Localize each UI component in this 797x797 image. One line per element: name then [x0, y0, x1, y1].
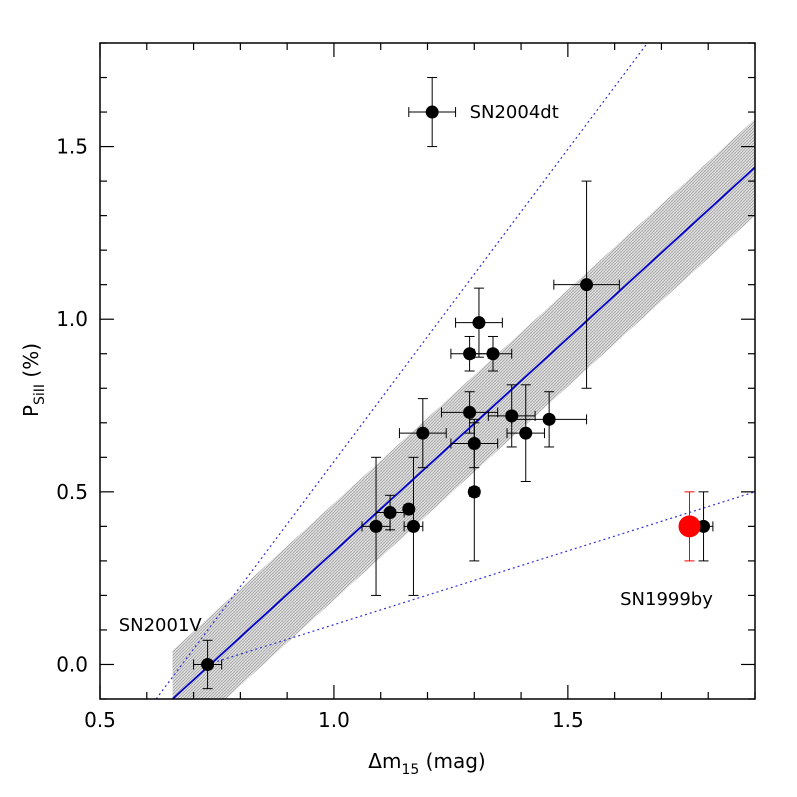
data-point: [473, 335, 513, 372]
point-marker: [486, 347, 500, 361]
point-marker: [402, 502, 416, 516]
upper-dotted-line: [155, 43, 648, 699]
data-point: [553, 180, 620, 389]
point-annotations: SN2004dt SN1999by SN2001V: [119, 102, 714, 636]
point-marker: [472, 316, 486, 330]
x-tick-label: 1.5: [552, 708, 584, 732]
point-marker: [697, 519, 711, 533]
point-marker: [542, 412, 556, 426]
point-marker: [416, 426, 430, 440]
fit-confidence-band: [172, 118, 755, 699]
data-point: [506, 384, 545, 482]
lower-dotted-line: [207, 491, 755, 666]
point-marker: [463, 347, 477, 361]
data-point: [408, 77, 457, 148]
point-marker: [425, 105, 439, 119]
fit-line: [171, 166, 755, 699]
point-marker: [519, 426, 533, 440]
point-marker: [467, 485, 481, 499]
data-point: [398, 398, 447, 469]
point-marker: [463, 405, 477, 419]
y-tick-label: 0.0: [56, 652, 88, 676]
data-points: [193, 77, 714, 690]
data-point: [193, 639, 223, 690]
point-annotation: SN1999by: [620, 589, 713, 610]
highlight-point-marker: [678, 515, 701, 538]
plot-area: [155, 43, 755, 699]
y-tick-label: 0.5: [56, 480, 88, 504]
point-marker: [369, 519, 383, 533]
y-tick-label: 1.0: [56, 307, 88, 331]
point-annotation: SN2001V: [119, 615, 203, 636]
data-point: [511, 391, 588, 448]
data-point: [693, 491, 714, 562]
point-marker: [580, 278, 594, 292]
data-point: [403, 456, 424, 596]
point-annotation: SN2004dt: [470, 102, 559, 123]
point-marker: [406, 519, 420, 533]
data-point: [361, 456, 391, 596]
axis-ticks: [99, 42, 756, 700]
data-point: [455, 287, 503, 358]
x-tick-label: 0.5: [84, 708, 116, 732]
tick-labels: 0.5 1.0 1.5 0.0 0.5 1.0 1.5: [56, 135, 584, 732]
point-marker: [201, 657, 215, 671]
y-axis-label: PSiII (%): [19, 343, 48, 417]
data-point: [467, 422, 481, 562]
y-tick-label: 1.5: [56, 135, 88, 159]
x-tick-label: 1.0: [318, 708, 350, 732]
x-axis-label: Δm15 (mag): [368, 749, 485, 778]
point-marker: [383, 506, 397, 520]
